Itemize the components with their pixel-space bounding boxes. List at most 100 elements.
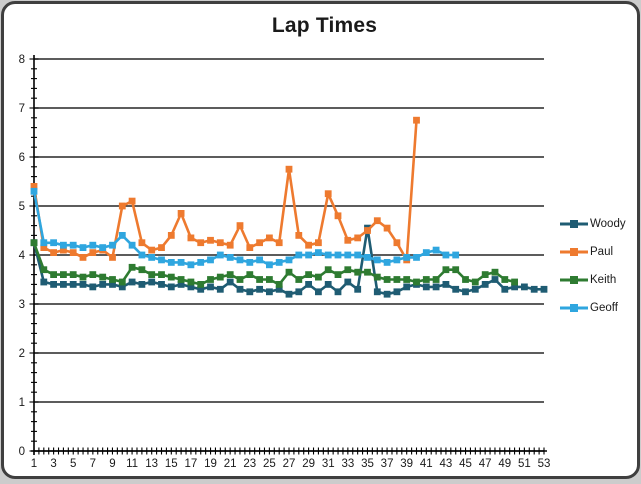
data-point-marker bbox=[266, 235, 273, 242]
data-point-marker bbox=[394, 276, 401, 283]
data-point-marker bbox=[89, 249, 96, 256]
x-tick-label: 47 bbox=[479, 458, 492, 470]
data-point-marker bbox=[325, 266, 332, 273]
x-tick-label: 19 bbox=[204, 458, 217, 470]
data-point-marker bbox=[31, 188, 38, 195]
data-point-marker bbox=[60, 242, 67, 249]
data-point-marker bbox=[89, 271, 96, 278]
data-point-marker bbox=[217, 286, 224, 293]
data-point-marker bbox=[207, 257, 214, 264]
data-point-marker bbox=[315, 288, 322, 295]
series-geoff[interactable] bbox=[31, 188, 459, 268]
data-point-marker bbox=[276, 281, 283, 288]
data-point-marker bbox=[305, 281, 312, 288]
series-paul[interactable] bbox=[31, 117, 420, 263]
data-point-marker bbox=[403, 276, 410, 283]
x-tick-label: 17 bbox=[185, 458, 198, 470]
data-point-marker bbox=[433, 276, 440, 283]
data-point-marker bbox=[197, 281, 204, 288]
data-point-marker bbox=[178, 259, 185, 266]
data-point-marker bbox=[452, 286, 459, 293]
data-point-marker bbox=[472, 286, 479, 293]
data-point-marker bbox=[364, 269, 371, 276]
data-point-marker bbox=[403, 254, 410, 261]
y-tick-label: 2 bbox=[19, 348, 25, 360]
y-tick-label: 3 bbox=[19, 299, 25, 311]
data-point-marker bbox=[384, 259, 391, 266]
data-point-marker bbox=[119, 232, 126, 239]
data-point-marker bbox=[158, 244, 165, 251]
data-point-marker bbox=[344, 237, 351, 244]
data-point-marker bbox=[129, 279, 136, 286]
data-point-marker bbox=[207, 237, 214, 244]
x-tick-label: 39 bbox=[400, 458, 413, 470]
data-point-marker bbox=[148, 254, 155, 261]
data-point-marker bbox=[413, 117, 420, 124]
x-tick-label: 53 bbox=[538, 458, 551, 470]
data-point-marker bbox=[374, 257, 381, 264]
data-point-marker bbox=[295, 252, 302, 259]
data-point-marker bbox=[148, 271, 155, 278]
data-point-marker bbox=[295, 288, 302, 295]
x-tick-label: 15 bbox=[165, 458, 178, 470]
data-point-marker bbox=[237, 286, 244, 293]
data-point-marker bbox=[246, 271, 253, 278]
data-point-marker bbox=[256, 286, 263, 293]
x-tick-label: 5 bbox=[70, 458, 76, 470]
data-point-marker bbox=[433, 284, 440, 291]
x-tick-label: 43 bbox=[440, 458, 453, 470]
data-point-marker bbox=[482, 271, 489, 278]
data-point-marker bbox=[31, 239, 38, 246]
legend-label: Paul bbox=[590, 246, 613, 258]
legend-label: Woody bbox=[590, 218, 626, 230]
x-tick-label: 23 bbox=[243, 458, 256, 470]
data-point-marker bbox=[129, 198, 136, 205]
data-point-marker bbox=[207, 284, 214, 291]
data-point-marker bbox=[109, 254, 116, 261]
legend-item-woody[interactable]: Woody bbox=[560, 214, 626, 233]
data-point-marker bbox=[354, 286, 361, 293]
data-point-marker bbox=[462, 288, 469, 295]
data-point-marker bbox=[139, 266, 146, 273]
data-point-marker bbox=[89, 242, 96, 249]
data-point-marker bbox=[158, 257, 165, 264]
data-point-marker bbox=[276, 259, 283, 266]
data-point-marker bbox=[354, 252, 361, 259]
data-point-marker bbox=[227, 254, 234, 261]
data-point-marker bbox=[413, 254, 420, 261]
data-point-marker bbox=[168, 284, 175, 291]
data-point-marker bbox=[374, 217, 381, 224]
data-point-marker bbox=[237, 276, 244, 283]
data-point-marker bbox=[286, 166, 293, 173]
x-tick-label: 13 bbox=[145, 458, 158, 470]
data-point-marker bbox=[335, 288, 342, 295]
data-point-marker bbox=[227, 271, 234, 278]
data-point-marker bbox=[492, 269, 499, 276]
data-point-marker bbox=[433, 247, 440, 254]
data-point-marker bbox=[60, 271, 67, 278]
data-point-marker bbox=[374, 288, 381, 295]
data-point-marker bbox=[462, 276, 469, 283]
data-point-marker bbox=[452, 252, 459, 259]
data-point-marker bbox=[315, 249, 322, 256]
y-tick-label: 5 bbox=[19, 201, 25, 213]
data-point-marker bbox=[70, 271, 77, 278]
series-line-geoff bbox=[34, 191, 456, 264]
data-point-marker bbox=[158, 281, 165, 288]
data-point-marker bbox=[109, 276, 116, 283]
legend-item-paul[interactable]: Paul bbox=[560, 242, 626, 261]
data-point-marker bbox=[60, 281, 67, 288]
legend-item-geoff[interactable]: Geoff bbox=[560, 298, 626, 317]
x-tick-label: 49 bbox=[498, 458, 511, 470]
data-point-marker bbox=[139, 252, 146, 259]
data-point-marker bbox=[237, 257, 244, 264]
data-point-marker bbox=[119, 279, 126, 286]
legend-item-keith[interactable]: Keith bbox=[560, 270, 626, 289]
data-point-marker bbox=[364, 254, 371, 261]
data-point-marker bbox=[148, 247, 155, 254]
data-point-marker bbox=[344, 279, 351, 286]
data-point-marker bbox=[315, 274, 322, 281]
data-point-marker bbox=[443, 281, 450, 288]
data-point-marker bbox=[256, 257, 263, 264]
